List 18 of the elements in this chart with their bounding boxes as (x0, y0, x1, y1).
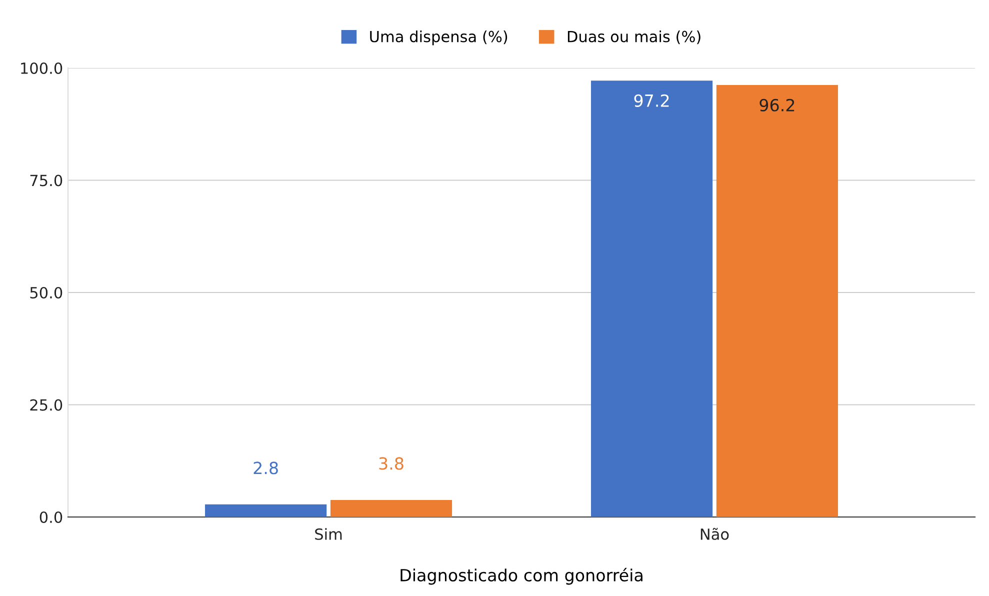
x-tick-label: Não (700, 528, 729, 540)
y-tick-label: 75.0 (30, 174, 62, 186)
data-label: 3.8 (379, 457, 404, 470)
legend-label: Duas ou mais (%) (568, 30, 700, 44)
bar (590, 80, 713, 517)
y-tick-label: 0.0 (40, 511, 62, 524)
data-label: 2.8 (254, 462, 278, 474)
y-tick-label: 25.0 (30, 399, 62, 411)
y-tick-label: 50.0 (30, 286, 62, 299)
legend-label: Uma dispensa (%) (370, 30, 508, 46)
y-tick-label: 100.0 (21, 62, 62, 74)
x-tick-label: Sim (315, 528, 342, 540)
bar (330, 500, 452, 517)
data-label: 97.2 (634, 94, 669, 107)
data-label: 96.2 (760, 98, 794, 112)
x-axis-title: Diagnosticado com gonorréia (400, 568, 642, 585)
bar (205, 504, 327, 517)
bar (716, 85, 838, 517)
